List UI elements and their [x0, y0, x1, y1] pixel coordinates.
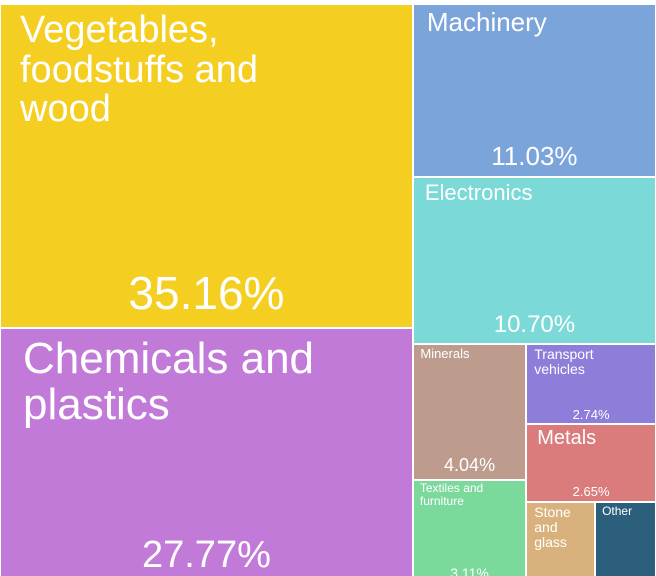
treemap-cell: Electronics 10.70% — [412, 176, 656, 345]
cell-value: 10.70% — [493, 311, 576, 339]
cell-value: 35.16% — [128, 267, 285, 320]
cell-value: 1.31% — [596, 573, 655, 576]
treemap-cell: Stone and glass 1.48% — [526, 502, 596, 576]
treemap-cell: Chemicals and plastics 27.77% — [0, 328, 413, 576]
treemap-cell: Metals 2.65% — [526, 424, 656, 503]
cell-label: Metals — [537, 427, 597, 450]
cell-label: Stone and glass — [534, 504, 571, 550]
cell-label: Vegetables, foodstuffs and wood — [20, 8, 259, 131]
treemap-cell: Other 1.31% — [595, 502, 656, 576]
cell-value: 2.65% — [572, 484, 610, 500]
cell-value: 27.77% — [141, 534, 271, 576]
cell-label: Other — [602, 503, 633, 518]
treemap-cell: Vegetables, foodstuffs and wood 35.16% — [0, 4, 413, 329]
treemap-cell: Textiles and furniture 3.11% — [412, 479, 527, 576]
cell-label: Machinery — [426, 6, 547, 37]
cell-value: 4.04% — [444, 454, 496, 475]
treemap-cell: Transport vehicles 2.74% — [526, 344, 656, 425]
cell-label: Minerals — [420, 346, 470, 362]
cell-value: 1.48% — [527, 573, 594, 576]
cell-value: 3.11% — [450, 564, 489, 576]
cell-value: 2.74% — [572, 406, 610, 422]
cell-label: Electronics — [424, 179, 533, 205]
treemap-cell: Machinery 11.03% — [412, 4, 656, 177]
cell-value: 11.03% — [491, 140, 578, 171]
cell-label: Transport vehicles — [534, 346, 594, 377]
treemap-cell: Minerals 4.04% — [412, 344, 527, 480]
cell-label: Chemicals and plastics — [23, 333, 315, 429]
cell-label: Textiles and furniture — [419, 481, 484, 509]
